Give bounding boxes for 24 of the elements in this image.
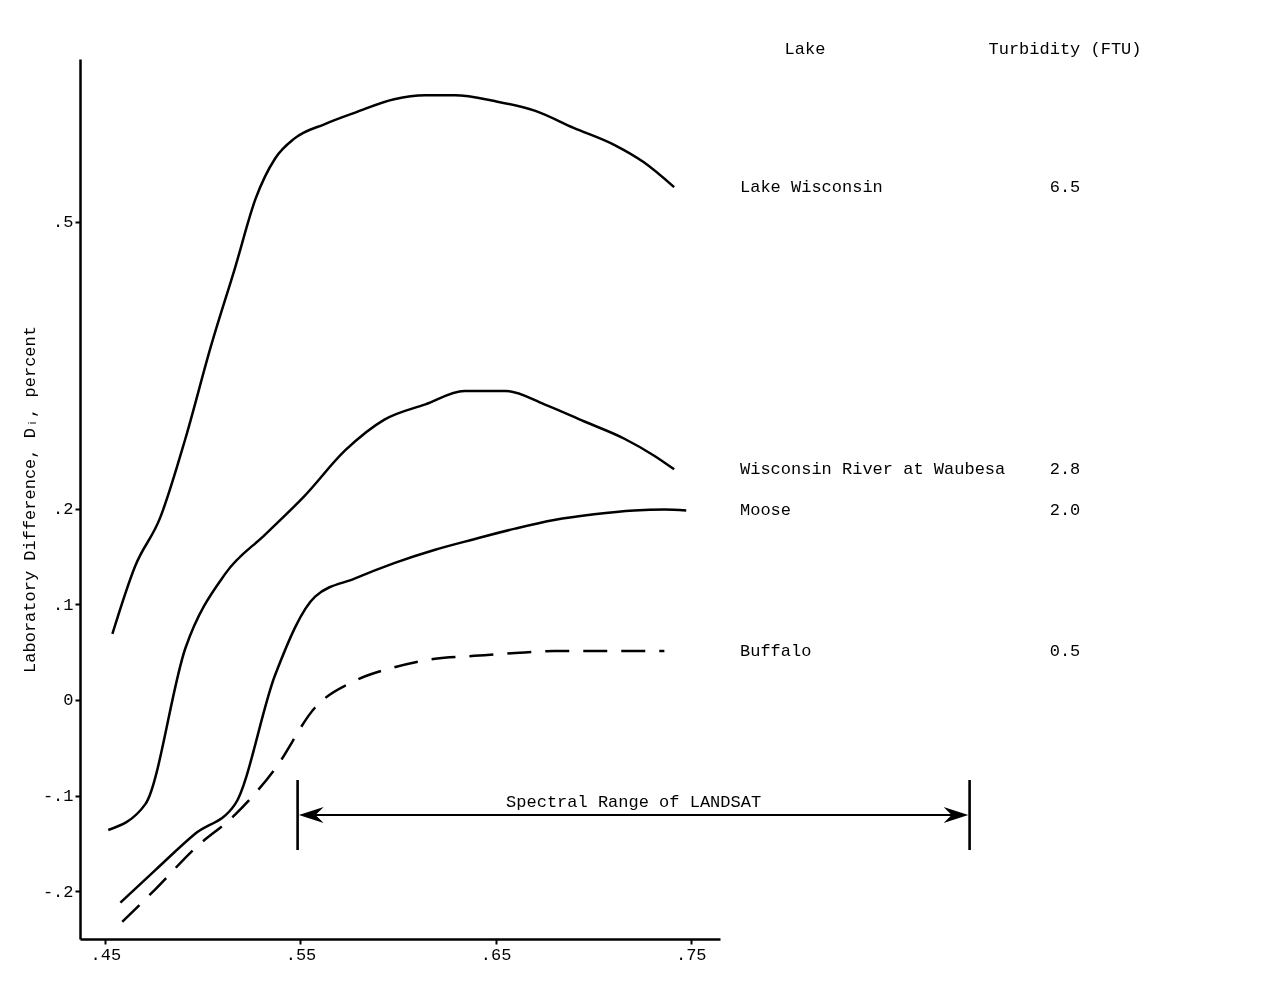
y-tick-label: .5: [53, 213, 74, 233]
text: Moose: [740, 501, 792, 521]
text: Wisconsin River at Waubesa: [740, 460, 1006, 480]
y-tick-label: 0: [63, 691, 74, 711]
text: 2.8: [1049, 460, 1081, 480]
legend-title: Lake: [784, 40, 826, 59]
annotation: Spectral Range of LANDSAT: [506, 792, 762, 812]
text: 0.5: [1049, 642, 1081, 662]
x-tick-label: .45: [90, 945, 122, 965]
text: 2.0: [1049, 501, 1081, 521]
text: Lake Wisconsin: [740, 178, 883, 198]
y-tick-label: -.2: [42, 882, 74, 902]
text: Buffalo: [740, 642, 812, 662]
y-tick-label: .1: [53, 595, 74, 615]
line-series: [111, 94, 676, 636]
text: Turbidity (FTU): [988, 40, 1142, 59]
y-tick-label: .2: [53, 500, 74, 520]
text: 6.5: [1049, 178, 1081, 198]
x-tick-label: .65: [480, 945, 512, 965]
line-series: [119, 508, 688, 904]
y-tick-label: -.1: [42, 787, 74, 807]
x-tick-label: .55: [285, 945, 317, 965]
x-tick-label: .75: [675, 945, 707, 965]
y-axis-title: Laboratory Difference, Dᵢ, percent: [20, 326, 40, 673]
